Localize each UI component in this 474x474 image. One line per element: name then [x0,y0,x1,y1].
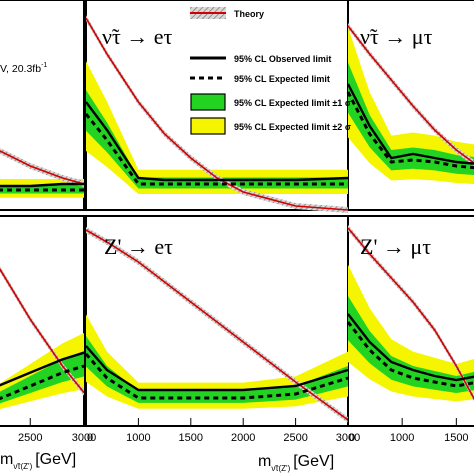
observed-line-panel-2 [346,83,474,165]
x-tick-label-panel-4: 3000 [336,432,360,444]
panel-title-bottom-center: Z' → eτ [104,234,173,259]
legend-band2-label: 95% CL Expected limit ±2 σ [234,122,351,132]
theory-line-panel-1 [85,17,349,211]
x-tick-label-panel-3: 2500 [18,432,42,444]
legend-expected-label: 95% CL Expected limit [234,74,330,84]
x-tick-label-panel-4: 2000 [231,432,255,444]
legend-observed-label: 95% CL Observed limit [234,54,331,64]
expected-line-panel-4 [84,353,349,400]
observed-line-panel-1 [85,101,349,182]
theory-line-panel-0 [0,150,85,185]
legend-band2-swatch [190,117,226,135]
x-tick-label-panel-5: 1000 [390,432,414,444]
panel-top-left-frame [0,0,85,211]
expected-line-panel-2 [346,91,474,170]
theory-band-panel-0 [0,147,84,187]
band-2sigma-panel-4 [86,314,348,409]
theory-line-panel-4 [85,229,349,421]
panel-title-top-right: ν̃τ → μτ [360,24,433,49]
expected-line-panel-1 [84,113,348,186]
x-tick-label-panel-5: 1500 [444,432,468,444]
x-tick-label-panel-4: 1500 [179,432,203,444]
energy-label: V, 20.3fb-1 [0,62,47,75]
x-tick-label-panel-4: 2500 [283,432,307,444]
observed-line-panel-5 [347,313,474,382]
band-1sigma-panel-5 [348,296,474,393]
x-tick-label-edge-panel-5: 0 [349,432,355,444]
observed-line-panel-0 [0,182,84,188]
theory-line-panel-2 [347,25,474,165]
x-tick-label-edge-panel-4: 0 [87,432,93,444]
x-tick-label-panel-4: 1000 [126,432,150,444]
legend-band1-swatch [190,93,226,111]
legend-band1-label: 95% CL Expected limit ±1 σ [234,98,351,108]
panel-title-bottom-right: Z' → μτ [360,234,431,259]
x-tick-label-panel-3: 3000 [72,432,96,444]
legend: Theory 95% CL Observed limit 95% CL Expe… [190,7,351,135]
expected-line-panel-3 [0,364,85,401]
panel-title-top-center: ν̃τ → eτ [102,24,173,49]
theory-band-panel-2 [348,23,474,167]
legend-theory-label: Theory [234,9,264,19]
theory-band-panel-4 [86,227,348,423]
theory-line-panel-3 [0,267,85,394]
observed-line-panel-4 [85,345,349,392]
observed-line-panel-3 [0,351,85,387]
x-axis-label-center: mν̃τ(Z') [GeV] [258,453,334,473]
panel-bottom-left-frame [0,215,85,427]
x-axis-label-left: mν̃τ(Z') [GeV] [0,451,76,471]
theory-line-panel-5 [347,227,474,401]
